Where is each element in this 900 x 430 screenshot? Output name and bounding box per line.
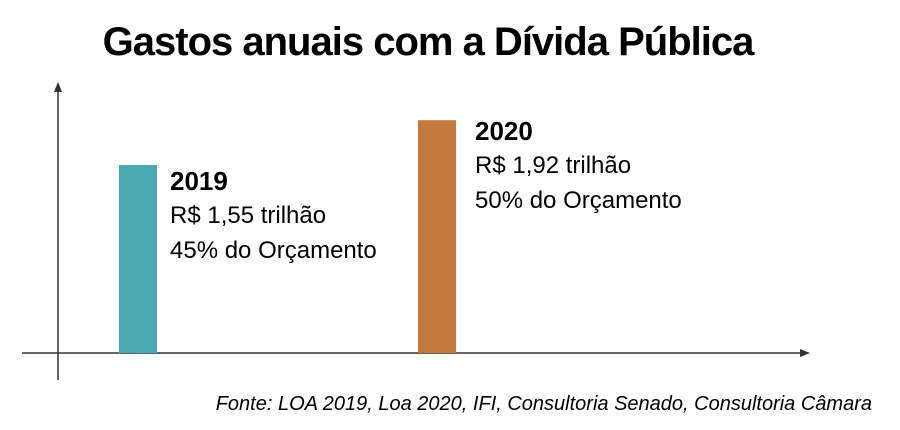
- share-label: 45% do Orçamento: [170, 237, 377, 264]
- x-axis-arrow: [800, 349, 810, 357]
- bar-label-2019: 2019 R$ 1,55 trilhão 45% do Orçamento: [170, 166, 377, 264]
- bars: [119, 120, 456, 353]
- chart-title: Gastos anuais com a Dívida Pública: [103, 20, 755, 64]
- year-label: 2020: [475, 116, 533, 146]
- value-label: R$ 1,92 trilhão: [475, 152, 631, 179]
- y-axis-arrow: [54, 82, 62, 92]
- value-label: R$ 1,55 trilhão: [170, 202, 326, 229]
- bar-label-2020: 2020 R$ 1,92 trilhão 50% do Orçamento: [475, 116, 682, 214]
- source-note: Fonte: LOA 2019, Loa 2020, IFI, Consulto…: [216, 393, 872, 415]
- bar-2019: [119, 165, 157, 353]
- bar-2020: [418, 120, 456, 353]
- year-label: 2019: [170, 166, 228, 196]
- share-label: 50% do Orçamento: [475, 187, 682, 214]
